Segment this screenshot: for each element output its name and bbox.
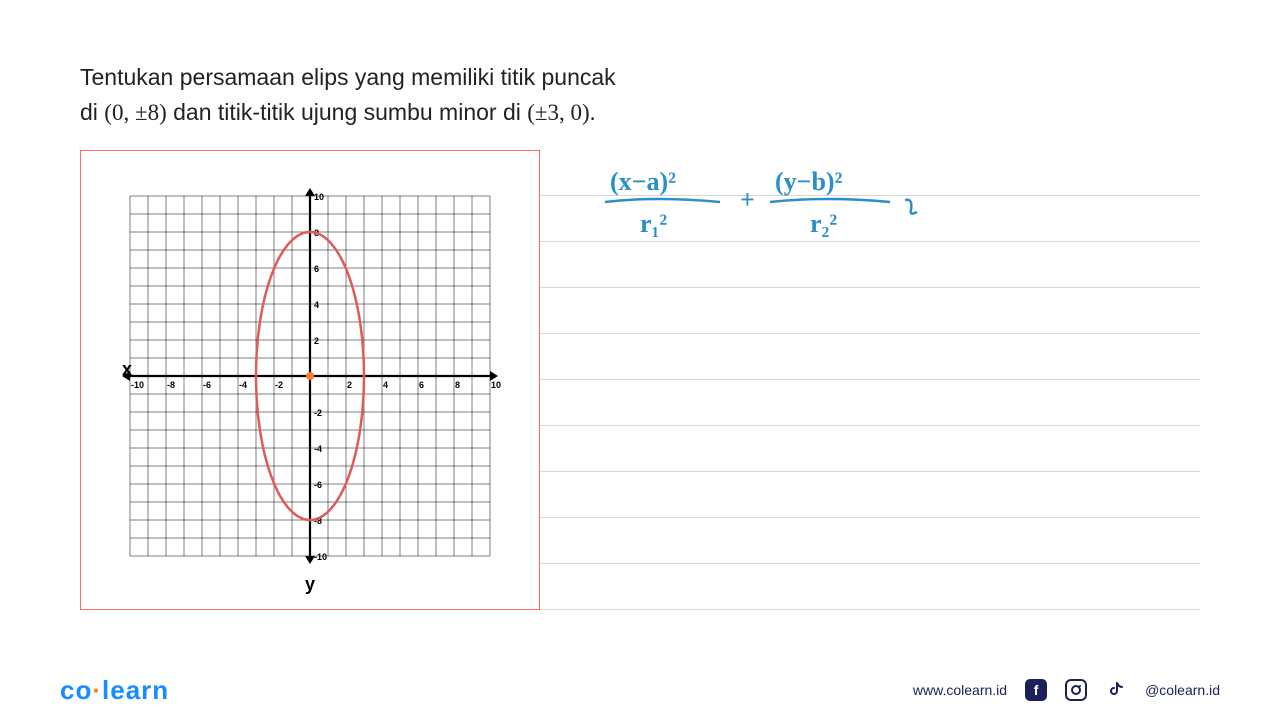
handwritten-formula: (x−a)² r₁² + (y−b)² r₂²: [580, 160, 1100, 275]
svg-text:4: 4: [314, 300, 319, 310]
plus-sign: +: [740, 185, 755, 214]
fraction-bar-1: [605, 199, 720, 202]
numerator-2: (y−b)²: [775, 167, 843, 196]
tiktok-icon: [1105, 679, 1127, 701]
svg-text:6: 6: [314, 264, 319, 274]
graph-card: -10-10-8-8-6-6-4-4-2-2224466881010 x y: [80, 150, 540, 610]
svg-text:-4: -4: [314, 444, 322, 454]
question-line2-prefix: di: [80, 99, 104, 125]
svg-text:6: 6: [419, 380, 424, 390]
svg-text:-10: -10: [131, 380, 144, 390]
y-axis-label: y: [305, 574, 315, 594]
fraction-bar-2: [770, 199, 890, 202]
logo-co: co: [60, 675, 92, 705]
svg-text:-4: -4: [239, 380, 247, 390]
footer: co·learn www.colearn.id f @colearn.id: [0, 660, 1280, 720]
question-math-2: (±3, 0).: [527, 100, 595, 125]
svg-text:10: 10: [314, 192, 324, 202]
svg-text:-6: -6: [203, 380, 211, 390]
ellipse-grid-svg: -10-10-8-8-6-6-4-4-2-2224466881010 x y: [100, 165, 520, 595]
svg-text:-2: -2: [275, 380, 283, 390]
svg-text:10: 10: [491, 380, 501, 390]
denominator-2: r₂²: [810, 209, 837, 238]
content-area: -10-10-8-8-6-6-4-4-2-2224466881010 x y (…: [80, 150, 1200, 610]
brand-logo: co·learn: [60, 675, 169, 706]
svg-text:-8: -8: [167, 380, 175, 390]
facebook-icon: f: [1025, 679, 1047, 701]
question-line2-mid: dan titik-titik ujung sumbu minor di: [167, 99, 528, 125]
logo-dot: ·: [92, 675, 102, 705]
denominator-1: r₁²: [640, 209, 667, 238]
social-handle: @colearn.id: [1145, 682, 1220, 698]
formula-group: (x−a)² r₁² + (y−b)² r₂²: [605, 167, 917, 238]
svg-text:-6: -6: [314, 480, 322, 490]
svg-text:-10: -10: [314, 552, 327, 562]
logo-learn: learn: [102, 675, 169, 705]
svg-text:4: 4: [383, 380, 388, 390]
numerator-1: (x−a)²: [610, 167, 676, 196]
svg-text:2: 2: [347, 380, 352, 390]
x-axis-label: x: [122, 359, 132, 379]
question-text: Tentukan persamaan elips yang memiliki t…: [0, 0, 1280, 140]
equals-mark: [905, 200, 917, 214]
svg-text:2: 2: [314, 336, 319, 346]
svg-text:-2: -2: [314, 408, 322, 418]
question-line1: Tentukan persamaan elips yang memiliki t…: [80, 64, 616, 90]
svg-text:8: 8: [455, 380, 460, 390]
footer-right: www.colearn.id f @colearn.id: [913, 679, 1220, 701]
question-math-1: (0, ±8): [104, 100, 166, 125]
instagram-icon: [1065, 679, 1087, 701]
website-url: www.colearn.id: [913, 682, 1007, 698]
